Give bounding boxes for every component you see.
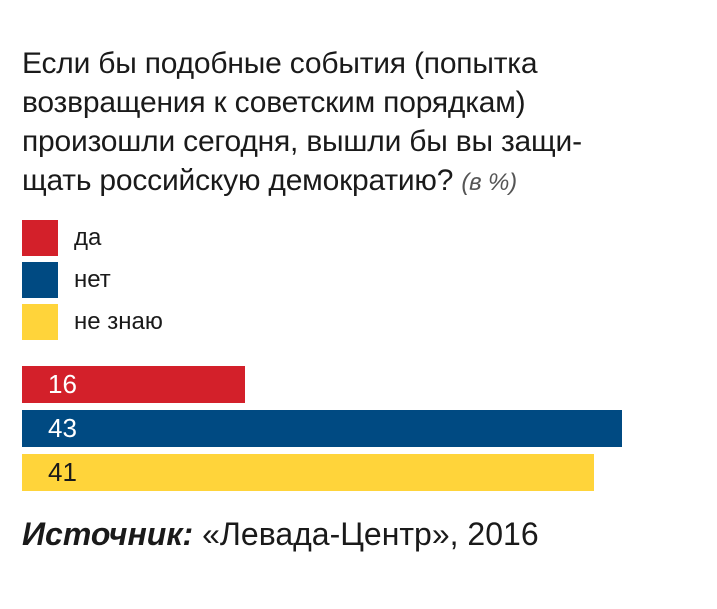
legend-swatch-yes — [22, 220, 58, 256]
source-label: Источник: — [22, 516, 194, 552]
legend-item-dont-know: не знаю — [22, 304, 163, 340]
title-line-4: щать российскую демократию? — [22, 164, 454, 197]
legend-label-no: нет — [74, 266, 111, 293]
legend-label-dont-know: не знаю — [74, 308, 163, 335]
bar-value-yes: 16 — [48, 369, 77, 399]
legend-swatch-no — [22, 262, 58, 298]
bar-yes: 16 — [22, 366, 245, 403]
chart-title: Если бы подобные события (попытка возвра… — [22, 44, 702, 202]
title-line-3: произошли сегодня, вышли бы вы защи- — [22, 125, 582, 158]
source-text: «Левада-Центр», 2016 — [202, 516, 539, 552]
bar-dont-know: 41 — [22, 454, 594, 491]
unit-note: (в %) — [461, 169, 517, 196]
legend-item-no: нет — [22, 262, 163, 298]
bar-value-dont-know: 41 — [48, 457, 77, 487]
legend-swatch-dont-know — [22, 304, 58, 340]
bar-value-no: 43 — [48, 413, 77, 443]
source-note: Источник: «Левада-Центр», 2016 — [22, 516, 539, 553]
bar-area: 16 43 41 — [22, 366, 692, 498]
bar-no: 43 — [22, 410, 622, 447]
title-line-2: возвращения к советским порядкам) — [22, 86, 526, 119]
legend: да нет не знаю — [22, 220, 163, 346]
legend-label-yes: да — [74, 224, 102, 251]
legend-item-yes: да — [22, 220, 163, 256]
title-line-1: Если бы подобные события (попытка — [22, 47, 538, 80]
